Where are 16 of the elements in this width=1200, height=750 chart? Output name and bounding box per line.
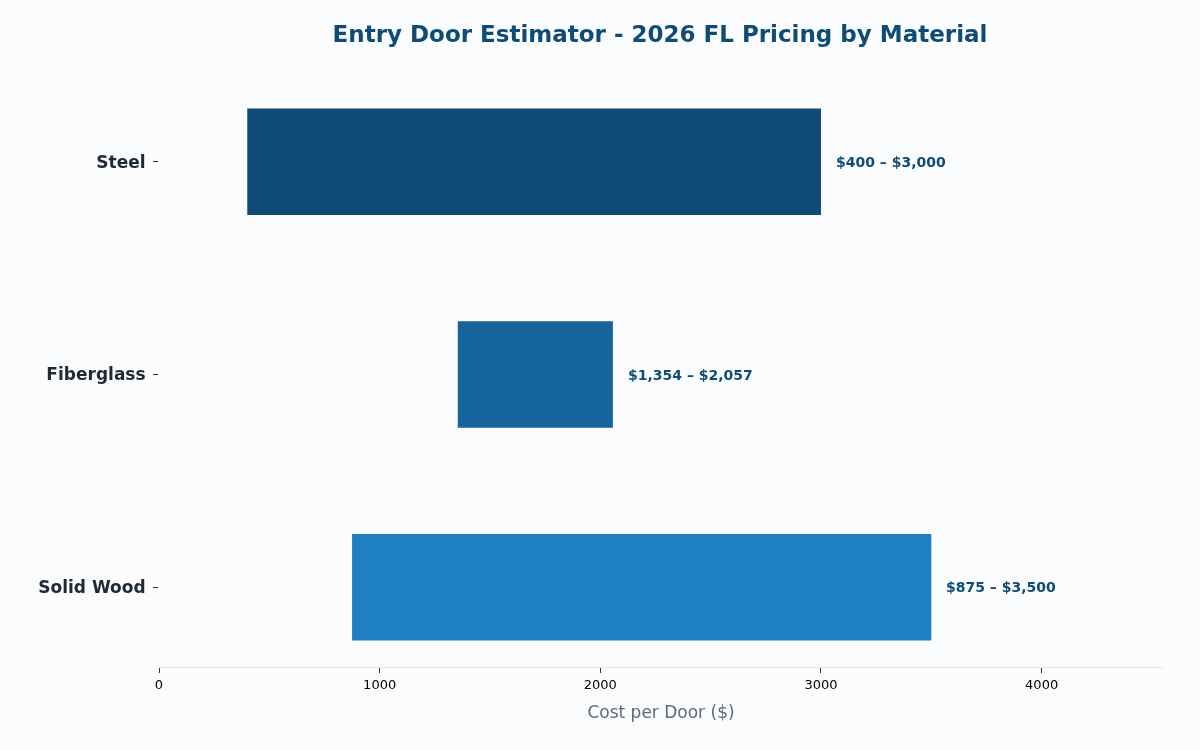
annotation: $400 – $3,000 bbox=[836, 154, 946, 170]
x-tick-label: 1000 bbox=[363, 676, 397, 692]
x-tick-label: 3000 bbox=[804, 676, 838, 692]
bar bbox=[247, 108, 821, 215]
bar bbox=[457, 321, 613, 428]
annotation: $875 – $3,500 bbox=[946, 579, 1056, 595]
x-tick-label: 2000 bbox=[583, 676, 617, 692]
y-tick-label: Steel bbox=[96, 151, 146, 172]
x-tick-label: 0 bbox=[154, 676, 164, 692]
x-tick-label: 4000 bbox=[1025, 676, 1059, 692]
x-axis-title: Cost per Door ($) bbox=[587, 702, 735, 722]
y-tick-label: Fiberglass bbox=[46, 364, 146, 385]
annotation: $1,354 – $2,057 bbox=[628, 367, 753, 383]
chart-title: Entry Door Estimator - 2026 FL Pricing by Material bbox=[332, 21, 988, 48]
y-tick-label: Solid Wood bbox=[38, 577, 146, 598]
bar bbox=[352, 534, 932, 641]
